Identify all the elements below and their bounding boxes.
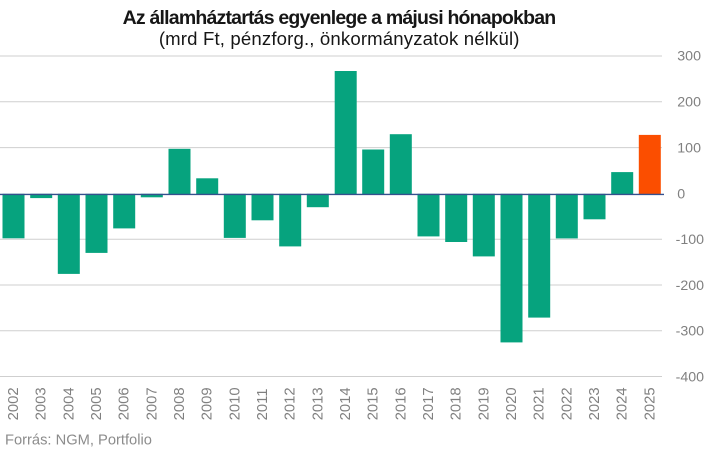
svg-text:0: 0 (677, 186, 685, 202)
svg-text:2005: 2005 (89, 387, 105, 420)
svg-text:2024: 2024 (615, 387, 631, 420)
svg-text:2002: 2002 (6, 387, 22, 420)
svg-text:2009: 2009 (200, 387, 216, 420)
svg-text:2018: 2018 (449, 387, 465, 420)
svg-text:(mrd Ft, pénzforg., önkormányz: (mrd Ft, pénzforg., önkormányzatok nélkü… (159, 28, 520, 49)
svg-text:300: 300 (677, 48, 701, 64)
svg-text:-400: -400 (676, 370, 705, 386)
svg-text:2025: 2025 (642, 387, 658, 420)
svg-text:2013: 2013 (310, 387, 326, 420)
svg-text:2008: 2008 (172, 387, 188, 420)
svg-text:2021: 2021 (532, 387, 548, 420)
svg-text:2003: 2003 (34, 387, 50, 420)
svg-text:200: 200 (677, 95, 701, 111)
svg-text:2016: 2016 (393, 387, 409, 420)
svg-text:2010: 2010 (227, 387, 243, 420)
svg-text:2022: 2022 (559, 387, 575, 420)
svg-text:2015: 2015 (366, 387, 382, 420)
svg-text:2012: 2012 (283, 387, 299, 420)
svg-text:-200: -200 (676, 278, 705, 294)
svg-text:2017: 2017 (421, 387, 437, 420)
svg-text:2014: 2014 (338, 387, 354, 420)
svg-text:Az államháztartás egyenlege a: Az államháztartás egyenlege a májusi hón… (123, 7, 556, 29)
svg-text:2004: 2004 (61, 387, 77, 420)
svg-text:Forrás: NGM, Portfolio: Forrás: NGM, Portfolio (5, 433, 152, 449)
svg-text:-300: -300 (676, 324, 705, 340)
svg-text:2007: 2007 (144, 387, 160, 420)
svg-text:2020: 2020 (504, 387, 520, 420)
svg-text:100: 100 (677, 140, 701, 156)
svg-text:2006: 2006 (117, 387, 133, 420)
svg-text:2019: 2019 (476, 387, 492, 420)
svg-text:-100: -100 (676, 232, 705, 248)
svg-text:2011: 2011 (255, 388, 271, 420)
svg-text:2023: 2023 (587, 387, 603, 420)
